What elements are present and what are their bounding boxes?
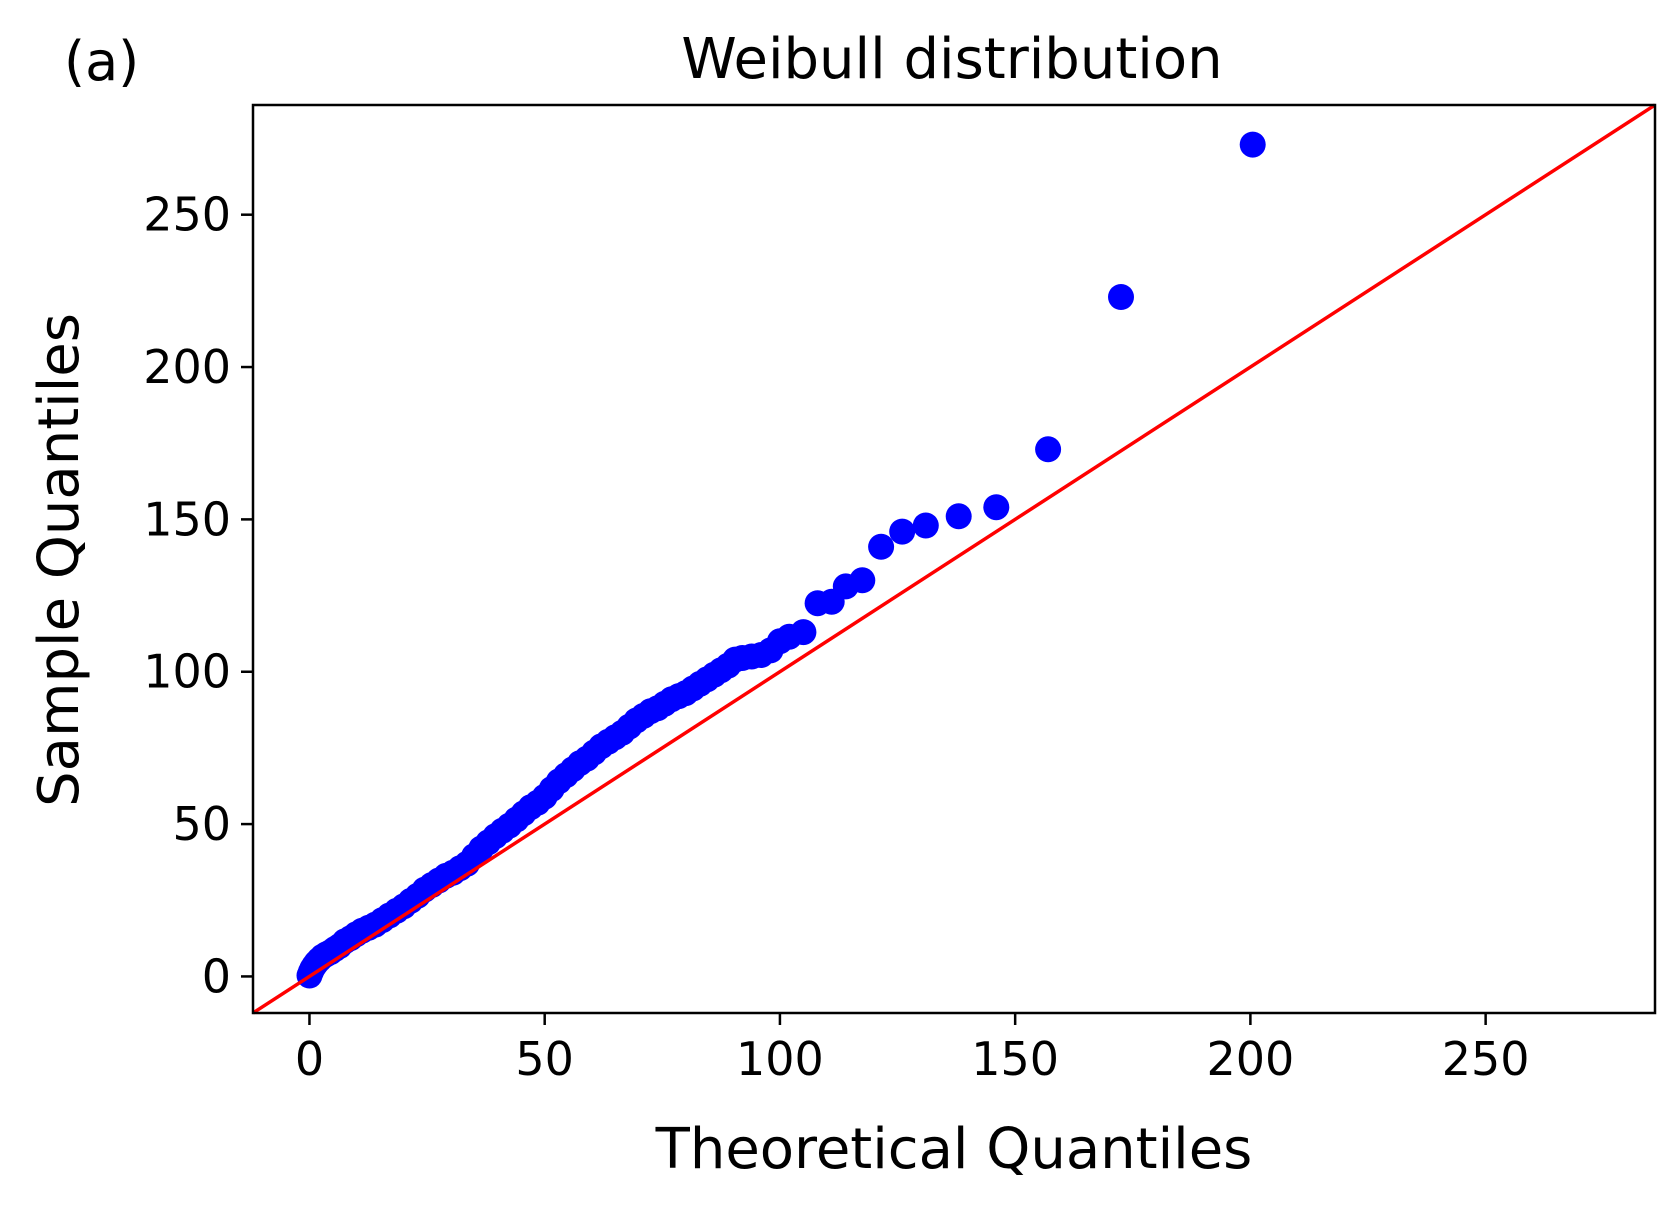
data-point-85 (1108, 284, 1134, 310)
data-point-74 (790, 619, 817, 646)
data-point-83 (983, 494, 1010, 521)
panel-label: (a) (64, 30, 139, 93)
x-tick-label-0: 0 (295, 1032, 324, 1086)
y-tick-label-200: 200 (143, 340, 231, 394)
y-axis-ticks: 0 50 100 150 200 250 (143, 188, 253, 1003)
chart-title: Weibull distribution (681, 27, 1222, 92)
x-axis-ticks: 0 50 100 150 200 250 (295, 1013, 1530, 1086)
data-point-80 (889, 518, 916, 545)
y-tick-label-0: 0 (202, 949, 231, 1003)
plot-frame (251, 103, 1657, 1015)
x-tick-label-100: 100 (736, 1032, 824, 1086)
x-tick-label-200: 200 (1206, 1032, 1294, 1086)
y-axis-title: Sample Quantiles (27, 313, 92, 807)
y-tick-label-100: 100 (143, 645, 231, 699)
y-tick-label-50: 50 (172, 797, 231, 851)
data-point-82 (945, 503, 972, 530)
y-tick-label-150: 150 (143, 492, 231, 546)
reference-line-group (252, 103, 1656, 1015)
x-tick-label-250: 250 (1442, 1032, 1530, 1086)
data-point-84 (1035, 436, 1062, 463)
x-axis-title: Theoretical Quantiles (655, 1117, 1253, 1182)
data-point-78 (849, 567, 876, 594)
data-point-86 (1239, 131, 1266, 158)
reference-line (252, 103, 1656, 1015)
data-point-79 (868, 533, 895, 560)
data-points (296, 131, 1266, 989)
data-point-81 (912, 512, 939, 539)
y-tick-label-250: 250 (143, 188, 231, 242)
x-tick-label-50: 50 (515, 1032, 574, 1086)
x-tick-label-150: 150 (971, 1032, 1059, 1086)
